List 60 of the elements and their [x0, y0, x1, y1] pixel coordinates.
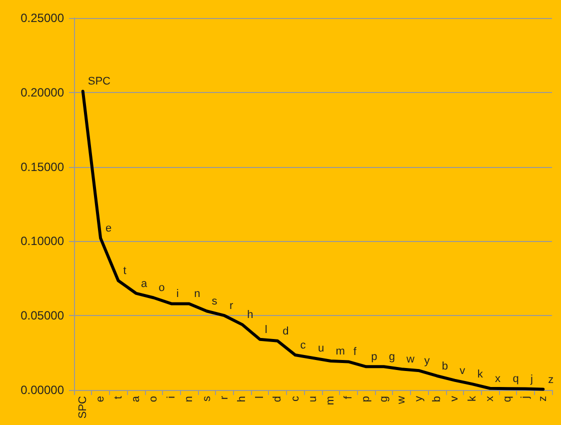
data-label: p	[371, 351, 378, 364]
data-label: c	[300, 340, 306, 352]
data-label: SPC	[88, 76, 111, 88]
data-label: v	[460, 364, 466, 377]
y-tick-label: 0.10000	[20, 234, 64, 248]
y-tick-label: 0.15000	[20, 160, 64, 174]
x-tick-label: a	[130, 395, 142, 402]
x-tick-label: d	[272, 396, 284, 402]
x-tick-label: e	[94, 396, 107, 402]
data-label: w	[406, 354, 415, 366]
y-tick-label: 0.00000	[20, 383, 64, 397]
data-label: a	[140, 278, 148, 290]
data-label: t	[123, 265, 126, 278]
data-label: e	[106, 222, 112, 235]
x-tick-label: u	[307, 396, 319, 402]
x-tick-label: h	[236, 396, 248, 402]
x-tick-label: n	[183, 396, 196, 402]
x-tick-label: x	[484, 396, 496, 402]
x-tick-label: y	[413, 396, 426, 402]
data-label: n	[194, 288, 200, 300]
x-tick-label: SPC	[76, 396, 89, 419]
x-tick-label: r	[218, 396, 230, 400]
data-label: i	[176, 288, 179, 300]
x-tick-label: o	[148, 396, 160, 402]
line-series	[81, 90, 545, 391]
data-label: s	[212, 296, 218, 308]
data-label: f	[353, 346, 358, 358]
data-label: j	[529, 373, 533, 386]
y-tick-label: 0.25000	[20, 11, 64, 25]
x-tick-label: l	[254, 396, 266, 398]
x-tick-label: j	[519, 396, 532, 400]
y-tick-label: 0.05000	[20, 308, 64, 323]
x-tick-label: w	[396, 396, 408, 405]
data-label: u	[318, 342, 324, 355]
data-label: q	[512, 373, 519, 386]
x-tick-label: c	[289, 396, 302, 402]
data-label: o	[158, 282, 165, 294]
data-label: x	[495, 372, 502, 385]
x-tick-label: v	[448, 396, 461, 402]
data-label: y	[424, 355, 430, 368]
data-label: l	[264, 324, 268, 336]
x-tick-label: g	[378, 396, 390, 402]
x-tick-label: z	[537, 396, 550, 402]
data-label: r	[229, 300, 234, 312]
data-label: k	[477, 368, 484, 381]
x-tick-label: m	[324, 396, 337, 406]
x-tick-label: t	[112, 396, 124, 400]
data-label: d	[282, 325, 289, 338]
data-label: b	[442, 360, 448, 372]
x-tick-label: f	[342, 395, 354, 400]
data-label: z	[548, 374, 554, 386]
x-tick-label: p	[360, 396, 372, 402]
x-tick-label: b	[430, 396, 443, 402]
x-tick-label: k	[466, 396, 478, 402]
x-tick-label: q	[502, 396, 514, 402]
y-tick-label: 0.20000	[20, 85, 64, 100]
x-tick-label: i	[165, 396, 178, 398]
data-label: m	[336, 345, 345, 358]
x-tick-label: s	[200, 396, 213, 402]
data-label: g	[388, 351, 395, 364]
